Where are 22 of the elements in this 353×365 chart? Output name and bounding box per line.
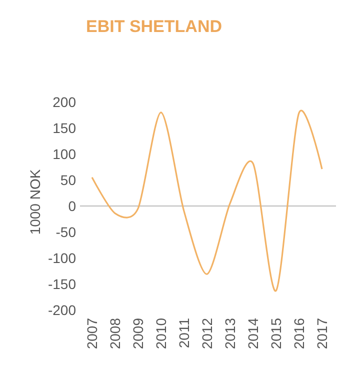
- x-tick-label: 2017: [314, 318, 330, 350]
- y-tick-label: 200: [52, 94, 76, 110]
- x-tick-label: 2008: [106, 318, 123, 350]
- x-tick-label: 2014: [244, 318, 261, 350]
- y-tick-label: 50: [60, 172, 76, 188]
- y-tick-label: 0: [68, 198, 76, 214]
- y-tick-label: -50: [56, 224, 76, 240]
- y-tick-label: -100: [48, 250, 76, 266]
- x-tick-label: 2010: [152, 318, 169, 350]
- y-tick-label: 100: [52, 146, 76, 162]
- y-tick-label: 150: [52, 120, 76, 136]
- y-tick-label: -150: [48, 276, 76, 292]
- x-tick-label: 2012: [198, 318, 215, 350]
- x-tick-label: 2007: [84, 318, 100, 350]
- x-tick-label: 2011: [176, 318, 192, 348]
- y-axis-title: 1000 NOK: [27, 168, 43, 235]
- x-tick-label: 2013: [222, 318, 238, 350]
- x-tick-label: 2009: [130, 318, 146, 350]
- x-tick-label: 2015: [268, 318, 284, 350]
- y-tick-label: -200: [48, 302, 76, 318]
- chart-title: EBIT SHETLAND: [86, 17, 222, 36]
- x-tick-label: 2016: [290, 318, 307, 350]
